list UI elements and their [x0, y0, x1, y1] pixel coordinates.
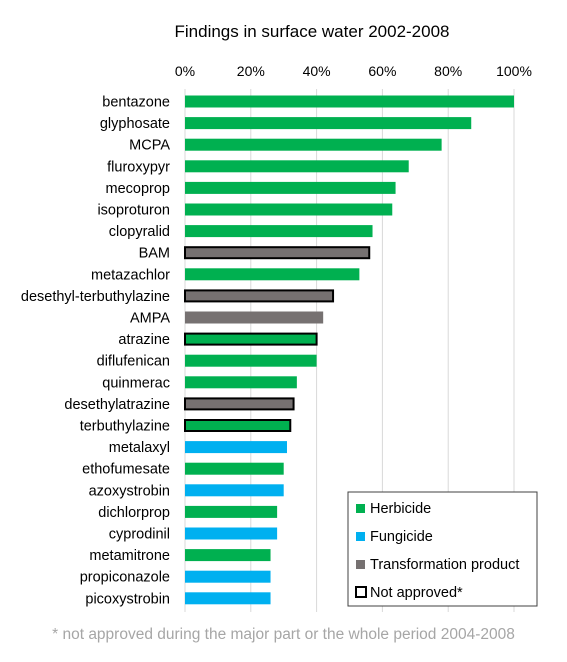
category-label: metalaxyl: [109, 440, 170, 456]
bar: [184, 289, 335, 303]
category-label: atrazine: [118, 332, 170, 348]
bar: [185, 117, 472, 130]
legend-swatch: [356, 560, 365, 569]
chart-title: Findings in surface water 2002-2008: [175, 22, 450, 41]
bar: [185, 570, 271, 583]
category-label: clopyralid: [109, 224, 170, 240]
bar: [185, 376, 297, 389]
category-label: isoproturon: [97, 203, 170, 219]
category-label: terbuthylazine: [80, 419, 170, 435]
category-label: glyphosate: [100, 116, 170, 132]
legend-swatch: [356, 504, 365, 513]
category-labels: bentazone glyphosate MCPA fluroxypyr mecopro…: [21, 95, 170, 608]
category-label: azoxystrobin: [89, 483, 170, 499]
bar: [185, 268, 360, 281]
bar: [185, 441, 287, 454]
legend-label: Fungicide: [370, 529, 433, 545]
category-label: diflufenican: [97, 354, 170, 370]
category-label: BAM: [139, 246, 170, 262]
bar: [185, 203, 393, 216]
category-label: mecoprop: [106, 181, 170, 197]
category-label: AMPA: [130, 311, 170, 327]
legend-swatch: [356, 532, 365, 541]
bar-chart: Findings in surface water 2002-2008 0% 20…: [21, 22, 538, 612]
legend-label: Transformation product: [370, 557, 519, 573]
category-label: cyprodinil: [109, 527, 170, 543]
category-label: propiconazole: [80, 570, 170, 586]
x-tick-label: 20%: [237, 63, 265, 79]
footnote: * not approved during the major part or …: [52, 626, 515, 643]
x-tick-label: 80%: [434, 63, 462, 79]
legend-swatch: [355, 586, 367, 598]
bars: [184, 95, 514, 605]
bar: [185, 527, 278, 540]
x-tick-label: 60%: [368, 63, 396, 79]
gridlines: [184, 89, 515, 612]
category-label: dichlorprop: [98, 505, 170, 521]
x-tick-label: 40%: [303, 63, 331, 79]
bar: [185, 354, 317, 367]
category-label: ethofumesate: [82, 462, 170, 478]
bar: [184, 419, 292, 432]
category-label: desethyl-terbuthylazine: [21, 289, 170, 305]
bar: [185, 484, 284, 497]
category-label: quinmerac: [102, 375, 170, 391]
category-label: bentazone: [102, 95, 170, 111]
bar: [184, 332, 318, 346]
category-label: fluroxypyr: [107, 159, 170, 175]
legend-label: Herbicide: [370, 501, 431, 517]
category-label: picoxystrobin: [85, 591, 170, 607]
x-tick-label: 0%: [175, 63, 195, 79]
bar: [185, 225, 373, 238]
bar: [185, 138, 442, 151]
category-label: metazachlor: [91, 267, 170, 283]
bar: [185, 95, 514, 108]
legend: Herbicide Fungicide Transformation product…: [347, 491, 538, 607]
bar: [185, 462, 284, 475]
legend-label: Not approved*: [370, 585, 463, 601]
bar: [185, 181, 396, 194]
bar: [185, 592, 271, 605]
bar: [185, 160, 409, 173]
category-label: metamitrone: [89, 548, 170, 564]
bar: [185, 549, 271, 562]
bar: [185, 505, 278, 518]
x-axis-ticks: 0% 20% 40% 60% 80% 100%: [175, 63, 532, 79]
bar: [184, 246, 371, 260]
category-label: MCPA: [129, 138, 170, 154]
category-label: desethylatrazine: [64, 397, 170, 413]
x-tick-label: 100%: [496, 63, 532, 79]
bar: [185, 311, 324, 324]
legend-box: [347, 491, 538, 607]
bar: [184, 397, 295, 411]
